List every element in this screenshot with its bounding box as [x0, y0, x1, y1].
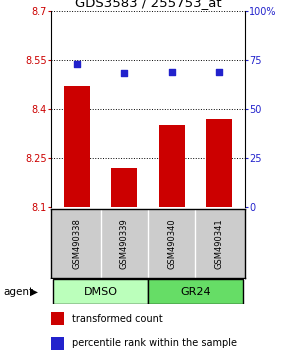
- Text: agent: agent: [3, 287, 33, 297]
- Text: transformed count: transformed count: [72, 314, 163, 324]
- Bar: [64, 86, 90, 207]
- Text: ▶: ▶: [30, 287, 39, 297]
- Point: [217, 69, 221, 74]
- Bar: [111, 168, 137, 207]
- Text: percentile rank within the sample: percentile rank within the sample: [72, 338, 237, 348]
- Text: GR24: GR24: [180, 287, 211, 297]
- Text: GSM490340: GSM490340: [167, 218, 176, 269]
- Bar: [206, 119, 232, 207]
- Bar: [148, 279, 243, 304]
- Bar: [159, 125, 185, 207]
- Bar: [53, 279, 148, 304]
- Text: DMSO: DMSO: [84, 287, 117, 297]
- Text: GSM490339: GSM490339: [120, 218, 129, 269]
- Point: [122, 71, 126, 76]
- Title: GDS3583 / 255753_at: GDS3583 / 255753_at: [75, 0, 221, 10]
- Bar: [51, 312, 64, 325]
- Point: [169, 69, 174, 74]
- Text: GSM490338: GSM490338: [72, 218, 81, 269]
- Text: GSM490341: GSM490341: [215, 218, 224, 269]
- Bar: [51, 337, 64, 350]
- Point: [75, 61, 79, 67]
